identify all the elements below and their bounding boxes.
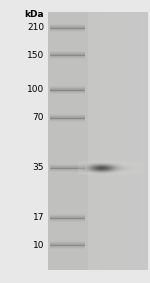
Bar — [50, 52, 85, 53]
Bar — [50, 115, 85, 116]
Bar — [50, 244, 85, 245]
Bar — [50, 90, 85, 91]
Text: kDa: kDa — [24, 10, 44, 19]
Bar — [50, 56, 85, 57]
Bar — [50, 25, 85, 26]
Bar — [50, 215, 85, 216]
Bar — [50, 118, 85, 119]
Bar — [50, 242, 85, 243]
Bar — [50, 117, 85, 118]
Bar — [50, 24, 85, 25]
Bar — [50, 247, 85, 248]
Bar — [50, 167, 85, 168]
Bar — [50, 245, 85, 246]
Bar — [50, 117, 85, 119]
Bar — [50, 30, 85, 31]
Bar — [50, 29, 85, 30]
Bar — [50, 26, 85, 27]
Text: 70: 70 — [33, 113, 44, 123]
Bar — [50, 54, 85, 55]
Bar — [50, 89, 85, 91]
Bar — [50, 88, 85, 89]
Bar — [50, 91, 85, 92]
Bar — [50, 166, 85, 167]
Bar — [50, 164, 85, 165]
Bar — [50, 246, 85, 247]
Bar — [50, 89, 85, 90]
Text: 35: 35 — [33, 164, 44, 173]
Bar — [50, 53, 85, 54]
Bar — [50, 58, 85, 59]
Bar — [50, 218, 85, 219]
Bar — [50, 121, 85, 122]
Bar — [50, 221, 85, 222]
Bar — [50, 241, 85, 242]
Bar — [50, 55, 85, 56]
Bar — [50, 86, 85, 87]
Bar — [50, 216, 85, 217]
Bar — [50, 93, 85, 94]
Bar — [50, 120, 85, 121]
Text: 210: 210 — [27, 23, 44, 33]
Bar — [50, 27, 85, 28]
Bar — [50, 28, 85, 29]
Bar — [50, 116, 85, 117]
Bar — [50, 119, 85, 120]
Bar — [50, 51, 85, 52]
Bar — [50, 248, 85, 249]
Bar — [50, 169, 85, 170]
Bar — [50, 243, 85, 244]
Bar — [50, 165, 85, 166]
Text: 17: 17 — [33, 213, 44, 222]
Bar — [50, 171, 85, 172]
Text: 100: 100 — [27, 85, 44, 95]
Bar — [50, 214, 85, 215]
Text: 150: 150 — [27, 50, 44, 59]
Bar — [50, 217, 85, 218]
Bar — [50, 114, 85, 115]
Text: 10: 10 — [33, 241, 44, 250]
Bar — [50, 27, 85, 29]
Bar — [50, 57, 85, 58]
Bar — [50, 170, 85, 171]
Bar — [50, 220, 85, 221]
Bar — [50, 92, 85, 93]
Bar — [50, 87, 85, 88]
Bar — [50, 31, 85, 32]
Bar — [50, 219, 85, 220]
Bar — [50, 168, 85, 169]
